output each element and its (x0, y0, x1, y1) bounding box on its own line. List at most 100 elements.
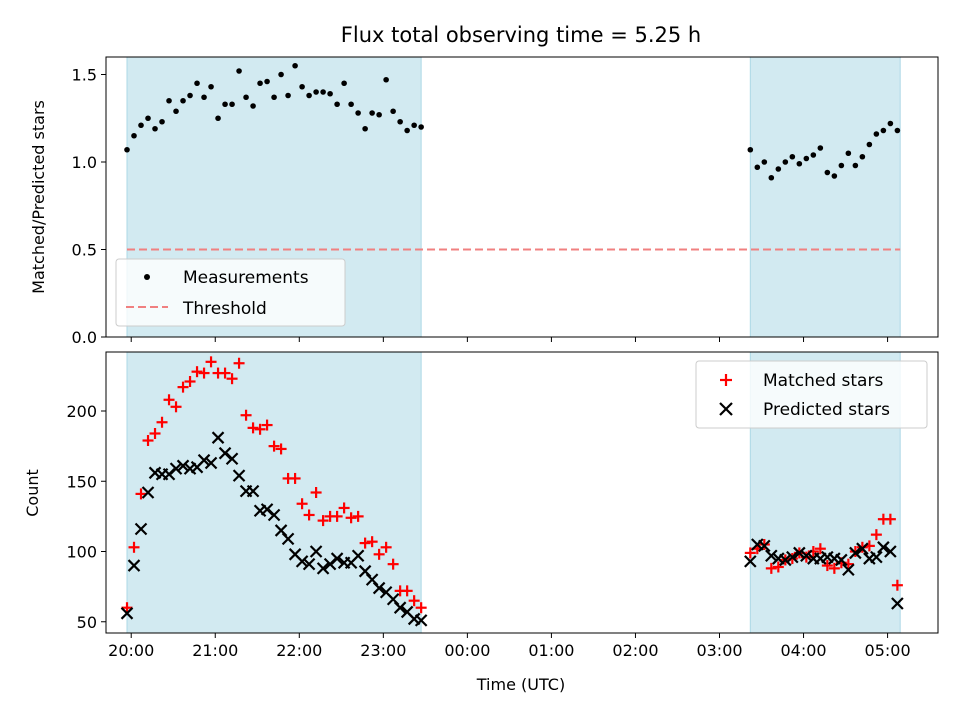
predicted-star-point (127, 559, 141, 572)
measurement-point (334, 101, 340, 108)
bottom-xtick-label: 21:00 (192, 641, 238, 660)
bottom-xtick-label: 01:00 (528, 641, 574, 660)
top-legend-box (115, 258, 346, 327)
top-ytick-label: 1.0 (72, 153, 97, 172)
predicted-star-point (176, 459, 190, 473)
predicted-star-point (302, 557, 316, 571)
matched-star-point (275, 443, 287, 455)
predicted-star-point (134, 522, 148, 536)
matched-star-point (744, 547, 756, 559)
measurement-point (369, 110, 375, 116)
measurement-point (761, 159, 768, 165)
measurement-point (208, 83, 214, 90)
measurement-point (859, 153, 866, 160)
predicted-star-point (225, 452, 239, 466)
predicted-star-point (204, 456, 218, 470)
predicted-star-point (800, 549, 813, 563)
measurement-point (831, 173, 838, 179)
measurement-point (747, 146, 754, 153)
matched-star-point (338, 502, 350, 514)
predicted-star-point (849, 546, 862, 560)
measurement-point (292, 62, 298, 69)
measurement-point (152, 125, 158, 132)
legend-threshold-label: Threshold (182, 299, 267, 319)
predicted-star-point (891, 597, 904, 610)
matched-star-point (205, 356, 217, 368)
matched-star-point (177, 381, 189, 393)
matched-star-point (373, 548, 385, 560)
predicted-star-point (351, 549, 365, 563)
predicted-star-point (835, 553, 848, 567)
measurement-point (880, 127, 887, 134)
predicted-star-point (786, 550, 799, 564)
measurement-point (362, 125, 368, 132)
predicted-star-point (744, 555, 757, 568)
matched-star-point (247, 422, 259, 434)
matched-star-point (415, 602, 427, 614)
top-ytick-label: 1.5 (72, 66, 97, 85)
matched-star-point (296, 498, 308, 510)
measurement-point (124, 146, 130, 153)
legend-matched-label: Matched stars (763, 371, 883, 391)
matched-star-point (310, 487, 322, 498)
matched-star-point (233, 357, 245, 369)
bottom-ytick-label: 50 (77, 613, 97, 632)
predicted-star-point (141, 486, 155, 499)
predicted-star-point (842, 563, 855, 577)
bottom-xtick-label: 22:00 (276, 641, 322, 660)
predicted-star-point (856, 542, 869, 555)
predicted-star-point (793, 546, 806, 560)
matched-star-point (219, 367, 231, 379)
matched-star-point (891, 579, 903, 591)
predicted-star-point (120, 607, 134, 620)
measurement-point (236, 68, 242, 74)
measurement-point (229, 101, 235, 108)
matched-star-point (268, 440, 280, 452)
bottom-x-ticks: 20:00 21:00 22:00 23:00 00:00 01:00 02:00 03:00… (108, 633, 911, 660)
matched-star-point (128, 541, 140, 553)
matched-star-point (240, 409, 252, 421)
measurement-point (852, 162, 859, 169)
matched-star-point (772, 561, 784, 573)
measurement-point (250, 103, 256, 109)
measurement-point (194, 80, 200, 87)
predicted-star-point (281, 532, 295, 546)
bottom-axes-frame (105, 351, 939, 634)
measurement-point (754, 164, 761, 171)
top-x-ticks (130, 337, 889, 342)
predicted-star-point (414, 614, 428, 627)
measurement-point (383, 76, 389, 83)
measurement-point (313, 89, 319, 95)
matched-star-point (408, 595, 420, 607)
measurement-point (131, 132, 137, 139)
measurement-point (341, 80, 347, 87)
top-legend: Measurements Threshold (115, 258, 346, 327)
predicted-star-point (211, 431, 225, 444)
predicted-star-point (309, 545, 323, 558)
bottom-legend: Matched stars Predicted stars (695, 360, 928, 429)
top-y-ticks: 0.0 0.5 1.0 1.5 (72, 66, 106, 347)
chart-title: Flux total observing time = 5.25 h (341, 23, 701, 47)
matched-star-point (870, 529, 882, 541)
measurement-point (894, 127, 901, 134)
matched-star-point (191, 366, 203, 378)
matched-star-point (198, 367, 210, 379)
measurement-point (187, 92, 193, 99)
measurement-point (257, 80, 263, 87)
measurement-point (264, 78, 270, 85)
predicted-star-point (884, 545, 897, 558)
legend-predicted-label: Predicted stars (763, 400, 890, 420)
bottom-xtick-label: 20:00 (108, 641, 154, 660)
bottom-y-axis-label: Count (23, 469, 42, 517)
measurement-point (796, 160, 803, 167)
measurement-point (243, 94, 249, 101)
predicted-star-point (316, 562, 330, 575)
matched-star-point (814, 543, 826, 555)
predicted-star-point (246, 484, 260, 498)
measurement-point (866, 141, 873, 148)
matched-star-point (170, 401, 182, 413)
measurement-point (348, 101, 354, 108)
matched-star-point (331, 510, 343, 522)
matched-star-point (765, 562, 777, 574)
top-y-axis-label: Matched/Predicted stars (29, 100, 48, 294)
